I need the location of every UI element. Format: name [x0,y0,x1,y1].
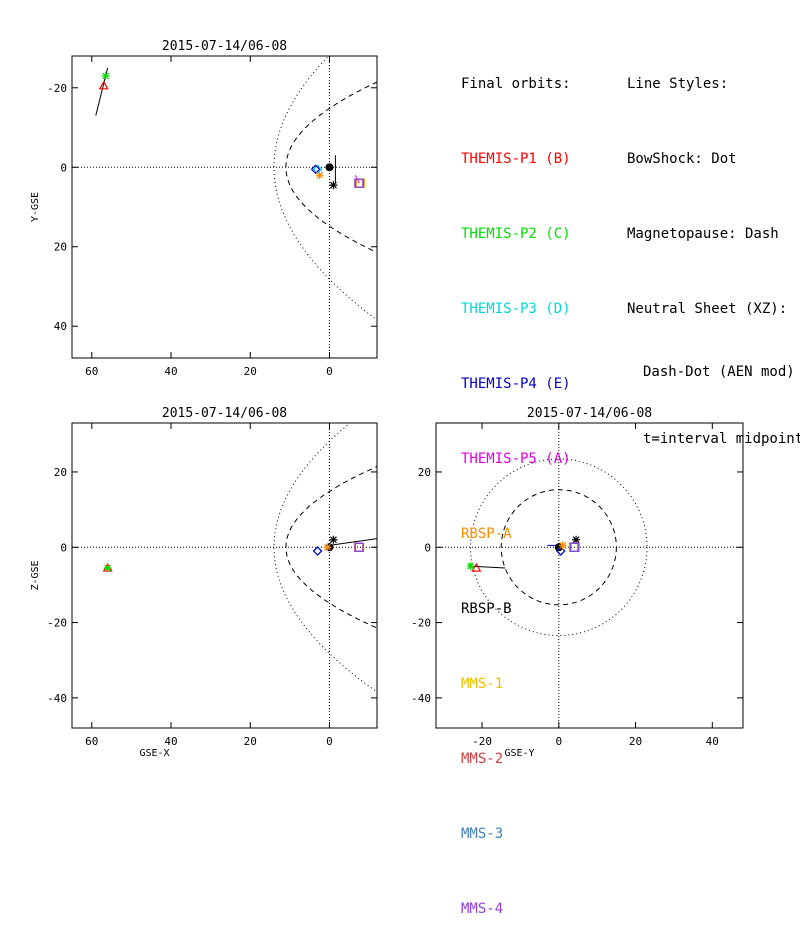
x-tick-label: 20 [629,735,642,748]
magnetopause-curve [285,81,377,254]
legend-entry-rbsp-b: RBSP-B [461,601,512,617]
legend-entry-themis-p5: THEMIS-P5 (A) [461,451,571,467]
style-magnetopause: Magnetopause: Dash [627,226,779,242]
marker-themis-p4-e [555,546,566,556]
legend-entry-mms-4: MMS-4 [461,901,504,917]
orbit-trace-themis-p1 [470,565,506,569]
marker-rbsp-b [329,181,338,190]
marker-themis-p2-c [466,562,475,571]
y-tick-label: 20 [54,241,67,254]
bowshock-curve [273,423,377,693]
y-tick-label: 0 [424,541,431,554]
magnetopause-curve [285,465,377,629]
x-tick-label: 20 [244,735,257,748]
panel-1: 60 40 20 0 -20 0 20 40 2015-07-14/06-08 Y-GSE [30,39,378,378]
plot-frame [435,422,744,729]
y-axis-label: Y-GSE [30,192,41,222]
style-bowshock: BowShock: Dot [627,151,737,167]
x-tick-label: 40 [164,365,177,378]
x-tick-label: 0 [326,365,333,378]
y-tick-label: 0 [60,161,67,174]
legend-entry-themis-p4: THEMIS-P4 (E) [461,376,571,392]
panel-3: -20 0 20 40 -40 -20 0 20 2015-07-14/06-08 GSE-Y [411,406,744,759]
plot-area [436,423,743,728]
panel-2: 60 40 20 0 -40 -20 0 20 2015-07-14/06-08 GSE-X Z-G… [30,406,378,759]
marker-rbsp-a [323,543,332,552]
marker-themis-p2-c [103,563,112,572]
x-tick-label: 20 [244,365,257,378]
y-tick-label: 20 [54,466,67,479]
legend-entry-mms-3: MMS-3 [461,826,504,842]
chart-title: 2015-07-14/06-08 [527,406,652,421]
x-tick-label: 0 [555,735,562,748]
bowshock-curve [273,56,377,321]
y-axis-label: Z-GSE [30,560,41,590]
legend-entry-themis-p2: THEMIS-P2 (C) [461,226,571,242]
x-tick-label: 60 [85,365,98,378]
x-axis-label: GSE-Y [504,748,534,759]
marker-themis-p2-c [101,71,110,80]
x-axis-label: GSE-X [139,748,169,759]
x-tick-label: 60 [85,735,98,748]
y-tick-label: -20 [47,82,67,95]
style-neutral-sheet: Neutral Sheet (XZ): [627,301,788,317]
x-tick-label: 40 [164,735,177,748]
style-neutral-sheet-desc: Dash-Dot (AEN mod) [643,364,795,380]
x-tick-label: -20 [472,735,492,748]
legend-entry-mms-1: MMS-1 [461,676,504,692]
marker-rbsp-a [558,541,567,550]
marker-rbsp-b [572,535,581,544]
marker-mms-4 [570,542,580,552]
y-tick-label: -40 [411,692,431,705]
y-tick-label: -20 [47,617,67,630]
plot-frame [71,55,378,359]
legend-entry-themis-p1: THEMIS-P1 (B) [461,151,571,167]
style-time-note: t=interval midpoint [643,431,800,447]
y-tick-label: 20 [418,466,431,479]
marker-mms-3 [354,542,364,552]
marker-rbsp-a [315,171,324,180]
legend-entry-mms-2: MMS-2 [461,751,504,767]
magnetopause-curve [500,489,617,606]
marker-rbsp-b [329,535,338,544]
orbits-legend: Final orbits: THEMIS-P1 (B) THEMIS-P2 (C… [461,22,571,947]
marker-themis-p1-b [471,562,482,572]
plot-area [72,423,377,728]
marker-themis-p4-e [310,164,321,175]
chart-title: 2015-07-14/06-08 [162,406,287,421]
marker-themis-p1-b [98,80,109,90]
marker-mms-4 [354,542,364,552]
y-tick-label: 40 [54,320,67,333]
marker-mms-4 [354,178,364,188]
legend-entry-themis-p3: THEMIS-P3 (D) [461,301,571,317]
bowshock-curve [470,458,648,637]
plot-area [72,56,377,358]
orbits-legend-title: Final orbits: [461,76,571,92]
x-tick-label: 40 [706,735,719,748]
line-styles-legend: Line Styles: BowShock: Dot Magnetopause:… [627,22,800,473]
y-tick-label: -20 [411,617,431,630]
orbit-plot-canvas: 60 40 20 0 -20 0 20 40 2015-07-14/06-08 Y-GSE 60 40… [30,39,744,759]
neutral-sheet-trace [329,538,377,546]
marker-themis-p5-a [354,542,364,552]
earth-marker [325,163,334,172]
x-tick-label: 0 [326,735,333,748]
plot-frame [71,422,378,729]
marker-themis-p3-d [312,546,323,556]
y-tick-label: -40 [47,692,67,705]
legend-entry-rbsp-a: RBSP-A [461,526,512,542]
y-tick-label: 0 [60,541,67,554]
marker-themis-p4-e [312,546,323,556]
line-styles-title: Line Styles: [627,76,729,92]
chart-title: 2015-07-14/06-08 [162,39,287,54]
